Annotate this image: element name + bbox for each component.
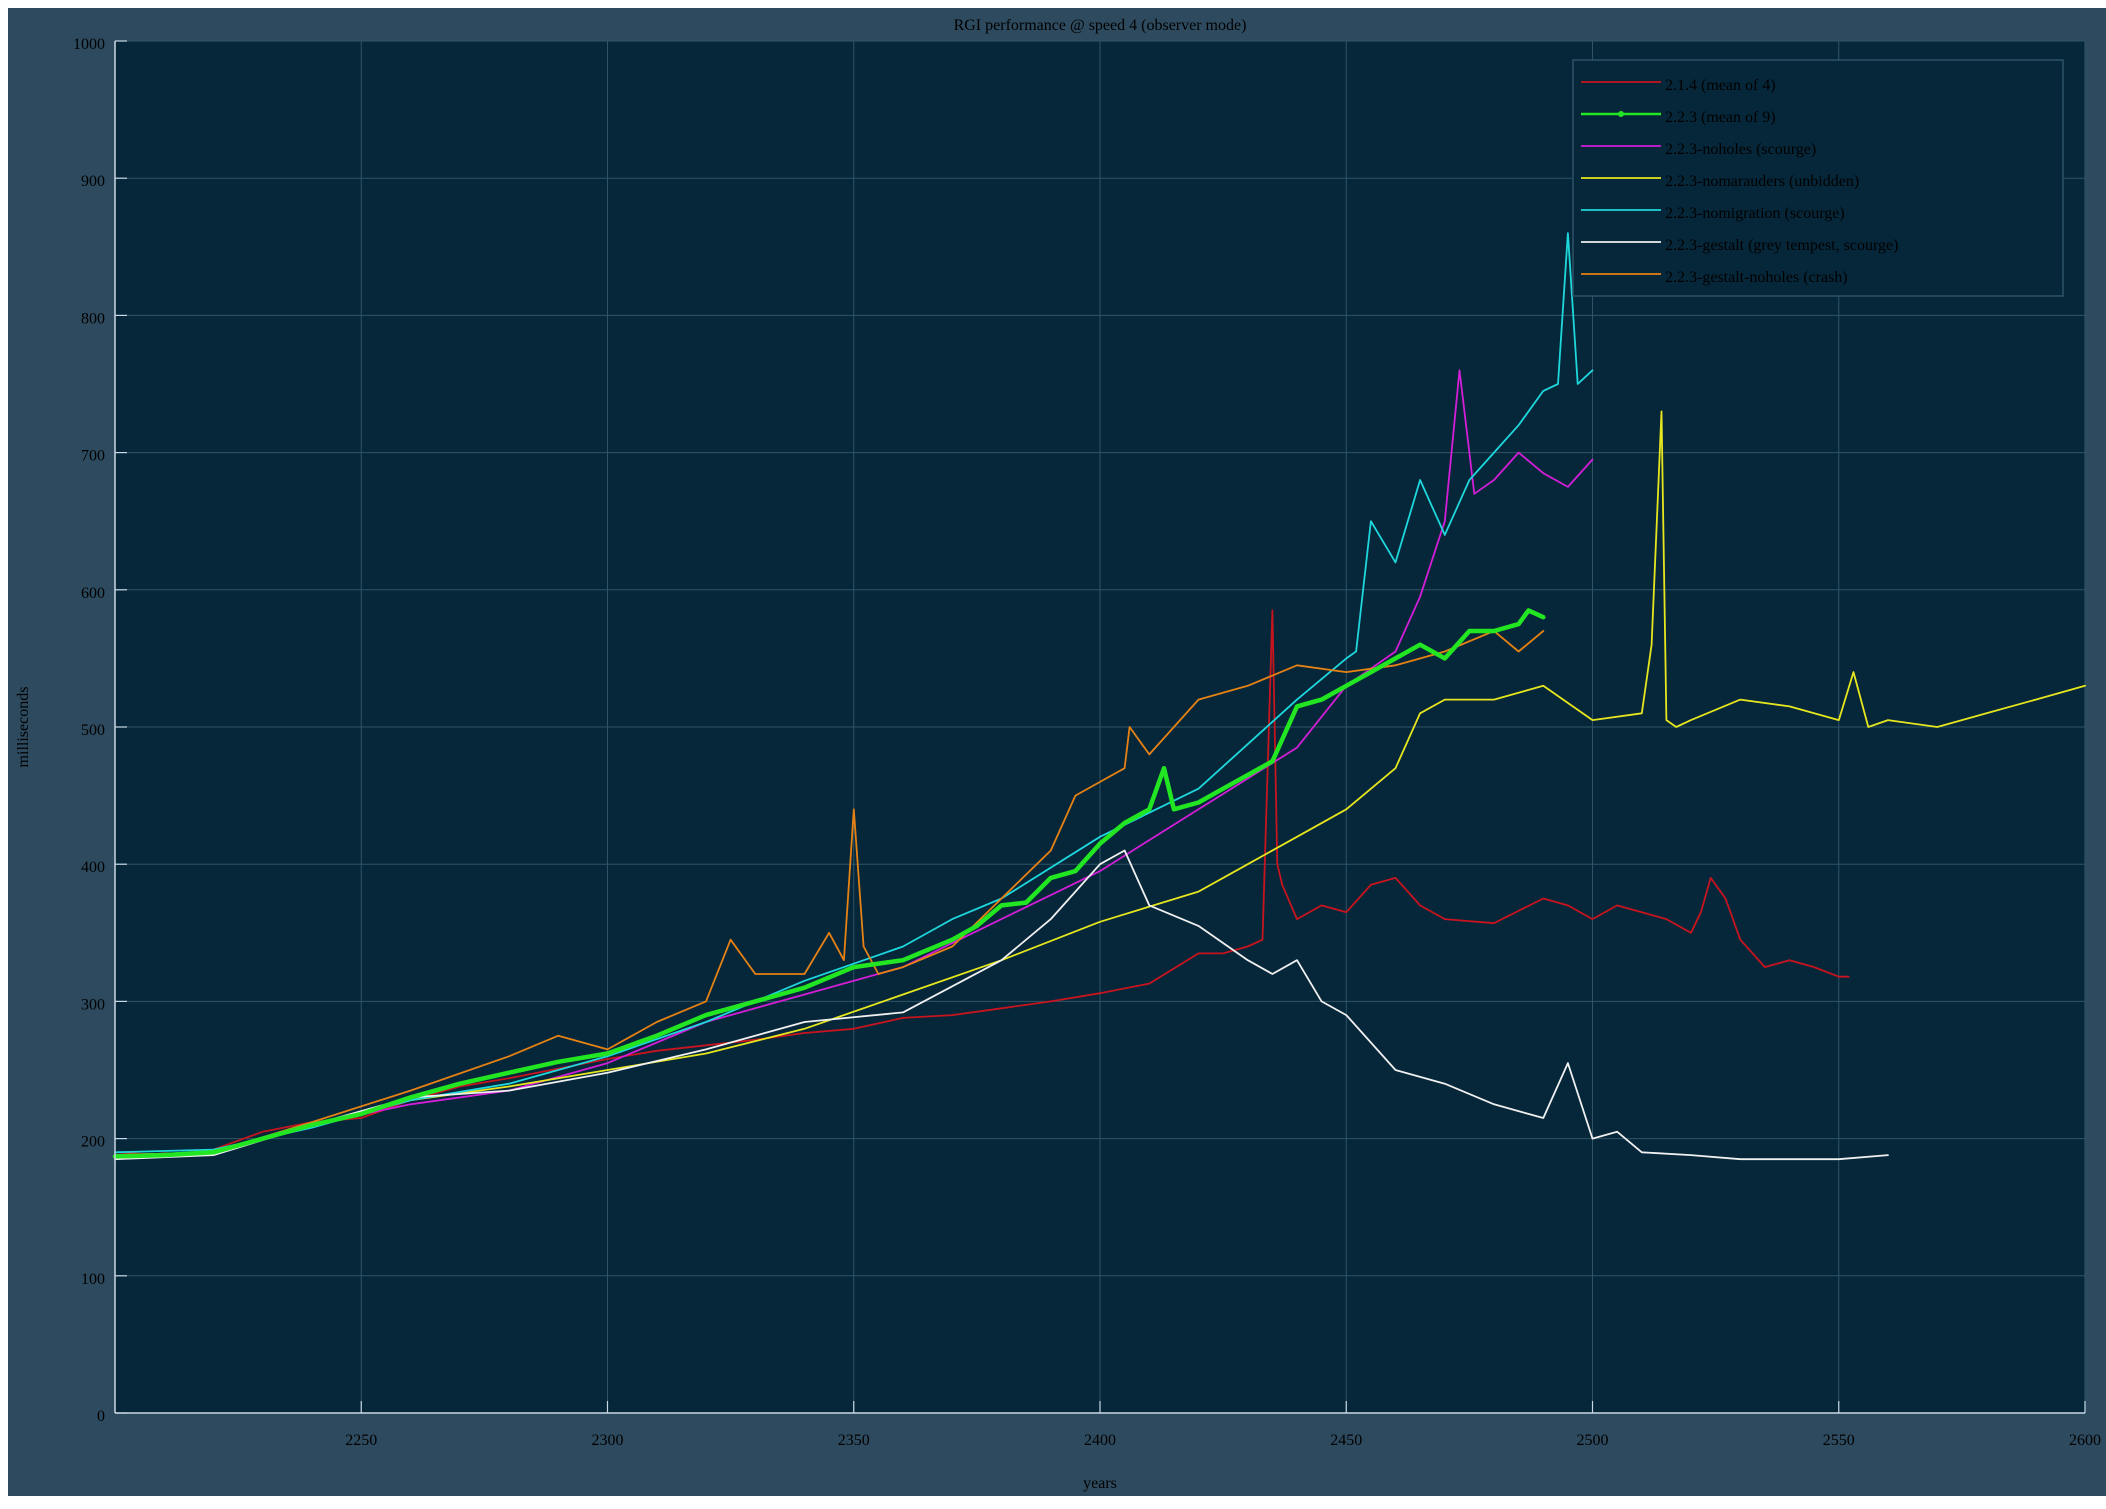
legend-entry-label: 2.2.3 (mean of 9) xyxy=(1665,109,1776,126)
y-tick-label: 100 xyxy=(81,1271,105,1288)
x-tick-label: 2350 xyxy=(838,1432,870,1449)
x-tick-label: 2500 xyxy=(1577,1432,1609,1449)
x-tick-label: 2400 xyxy=(1084,1432,1116,1449)
y-tick-label: 500 xyxy=(81,722,105,739)
legend-entry-label: 2.2.3-nomigration (scourge) xyxy=(1665,205,1845,222)
legend-entry-label: 2.2.3-nomarauders (unbidden) xyxy=(1665,173,1859,190)
performance-chart: 2250 2300 2350 2400 2450 2500 2550 2600 0 100 200 3… xyxy=(8,8,2106,1496)
y-tick-label: 0 xyxy=(97,1408,105,1425)
y-tick-label: 300 xyxy=(81,996,105,1013)
y-tick-label: 800 xyxy=(81,310,105,327)
y-tick-label: 200 xyxy=(81,1134,105,1151)
y-tick-label: 600 xyxy=(81,585,105,602)
y-tick-label: 400 xyxy=(81,859,105,876)
legend-entry-label: 2.2.3-noholes (scourge) xyxy=(1665,141,1816,158)
axes: 2250 2300 2350 2400 2450 2500 2550 2600 0 100 200 3… xyxy=(73,36,2101,1449)
series-line-2 xyxy=(114,369,1594,1156)
series-line-3 xyxy=(114,410,2086,1156)
y-axis-label: milliseconds xyxy=(15,687,32,768)
x-axis-label: years xyxy=(1083,1475,1117,1492)
series-line-5 xyxy=(114,849,1889,1161)
chart-title: RGI performance @ speed 4 (observer mode… xyxy=(954,17,1247,34)
x-tick-label: 2250 xyxy=(345,1432,377,1449)
series-line-6 xyxy=(114,630,1545,1156)
legend-entry-label: 2.2.3-gestalt (grey tempest, scourge) xyxy=(1665,237,1898,254)
series-line-4 xyxy=(114,232,1594,1154)
x-tick-label: 2450 xyxy=(1330,1432,1362,1449)
y-tick-label: 700 xyxy=(81,448,105,465)
series-lines xyxy=(112,232,2086,1161)
legend-entry-label: 2.2.3-gestalt-noholes (crash) xyxy=(1665,269,1848,286)
x-tick-label: 2300 xyxy=(592,1432,624,1449)
legend-marker xyxy=(1618,111,1624,117)
series-line-1 xyxy=(112,608,1546,1159)
legend: 2.1.4 (mean of 4) 2.2.3 (mean of 9) 2.2.3-… xyxy=(1572,59,2064,297)
legend-entry-label: 2.1.4 (mean of 4) xyxy=(1665,77,1776,94)
series-line-0 xyxy=(114,609,1850,1156)
y-tick-label: 1000 xyxy=(73,36,105,53)
x-tick-label: 2550 xyxy=(1823,1432,1855,1449)
y-tick-label: 900 xyxy=(81,173,105,190)
x-tick-label: 2600 xyxy=(2069,1432,2101,1449)
